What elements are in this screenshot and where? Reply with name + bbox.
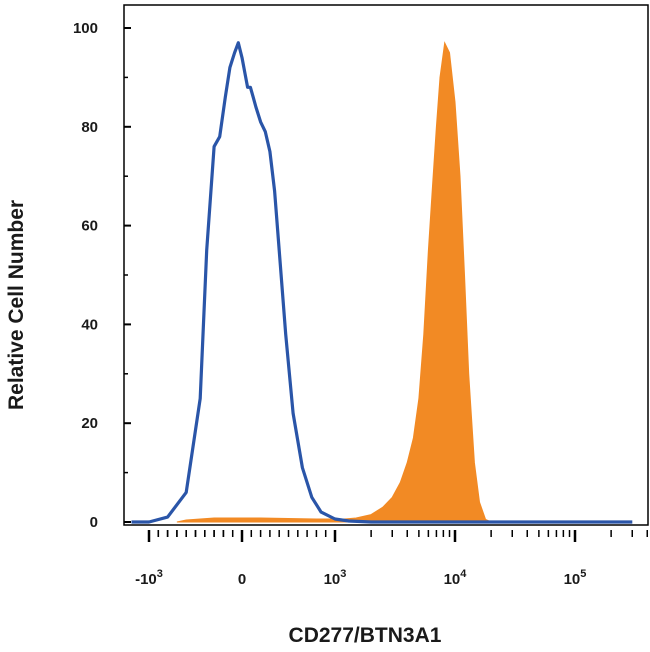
x-tick-label: 103	[324, 568, 347, 588]
series-0-outline	[131, 41, 633, 524]
y-tick-label: 80	[81, 119, 98, 136]
plot-frame	[123, 4, 649, 526]
series-layer	[131, 41, 633, 524]
y-axis-title: Relative Cell Number	[5, 200, 28, 410]
x-axis: -103 0 103 104 105	[135, 530, 648, 588]
x-tick-label: 104	[444, 568, 468, 588]
x-tick-label: -103	[135, 568, 163, 588]
y-tick-label: 60	[81, 218, 98, 235]
y-tick-label: 0	[90, 514, 98, 531]
x-axis-title: CD277/BTN3A1	[289, 624, 442, 647]
y-tick-label: 40	[81, 316, 98, 333]
y-tick-label: 20	[81, 415, 98, 432]
x-tick-label: 0	[238, 571, 246, 588]
y-axis: 0 20 40 60 80 100	[73, 20, 131, 531]
x-tick-label: 105	[564, 568, 587, 588]
y-tick-label: 100	[73, 20, 98, 37]
